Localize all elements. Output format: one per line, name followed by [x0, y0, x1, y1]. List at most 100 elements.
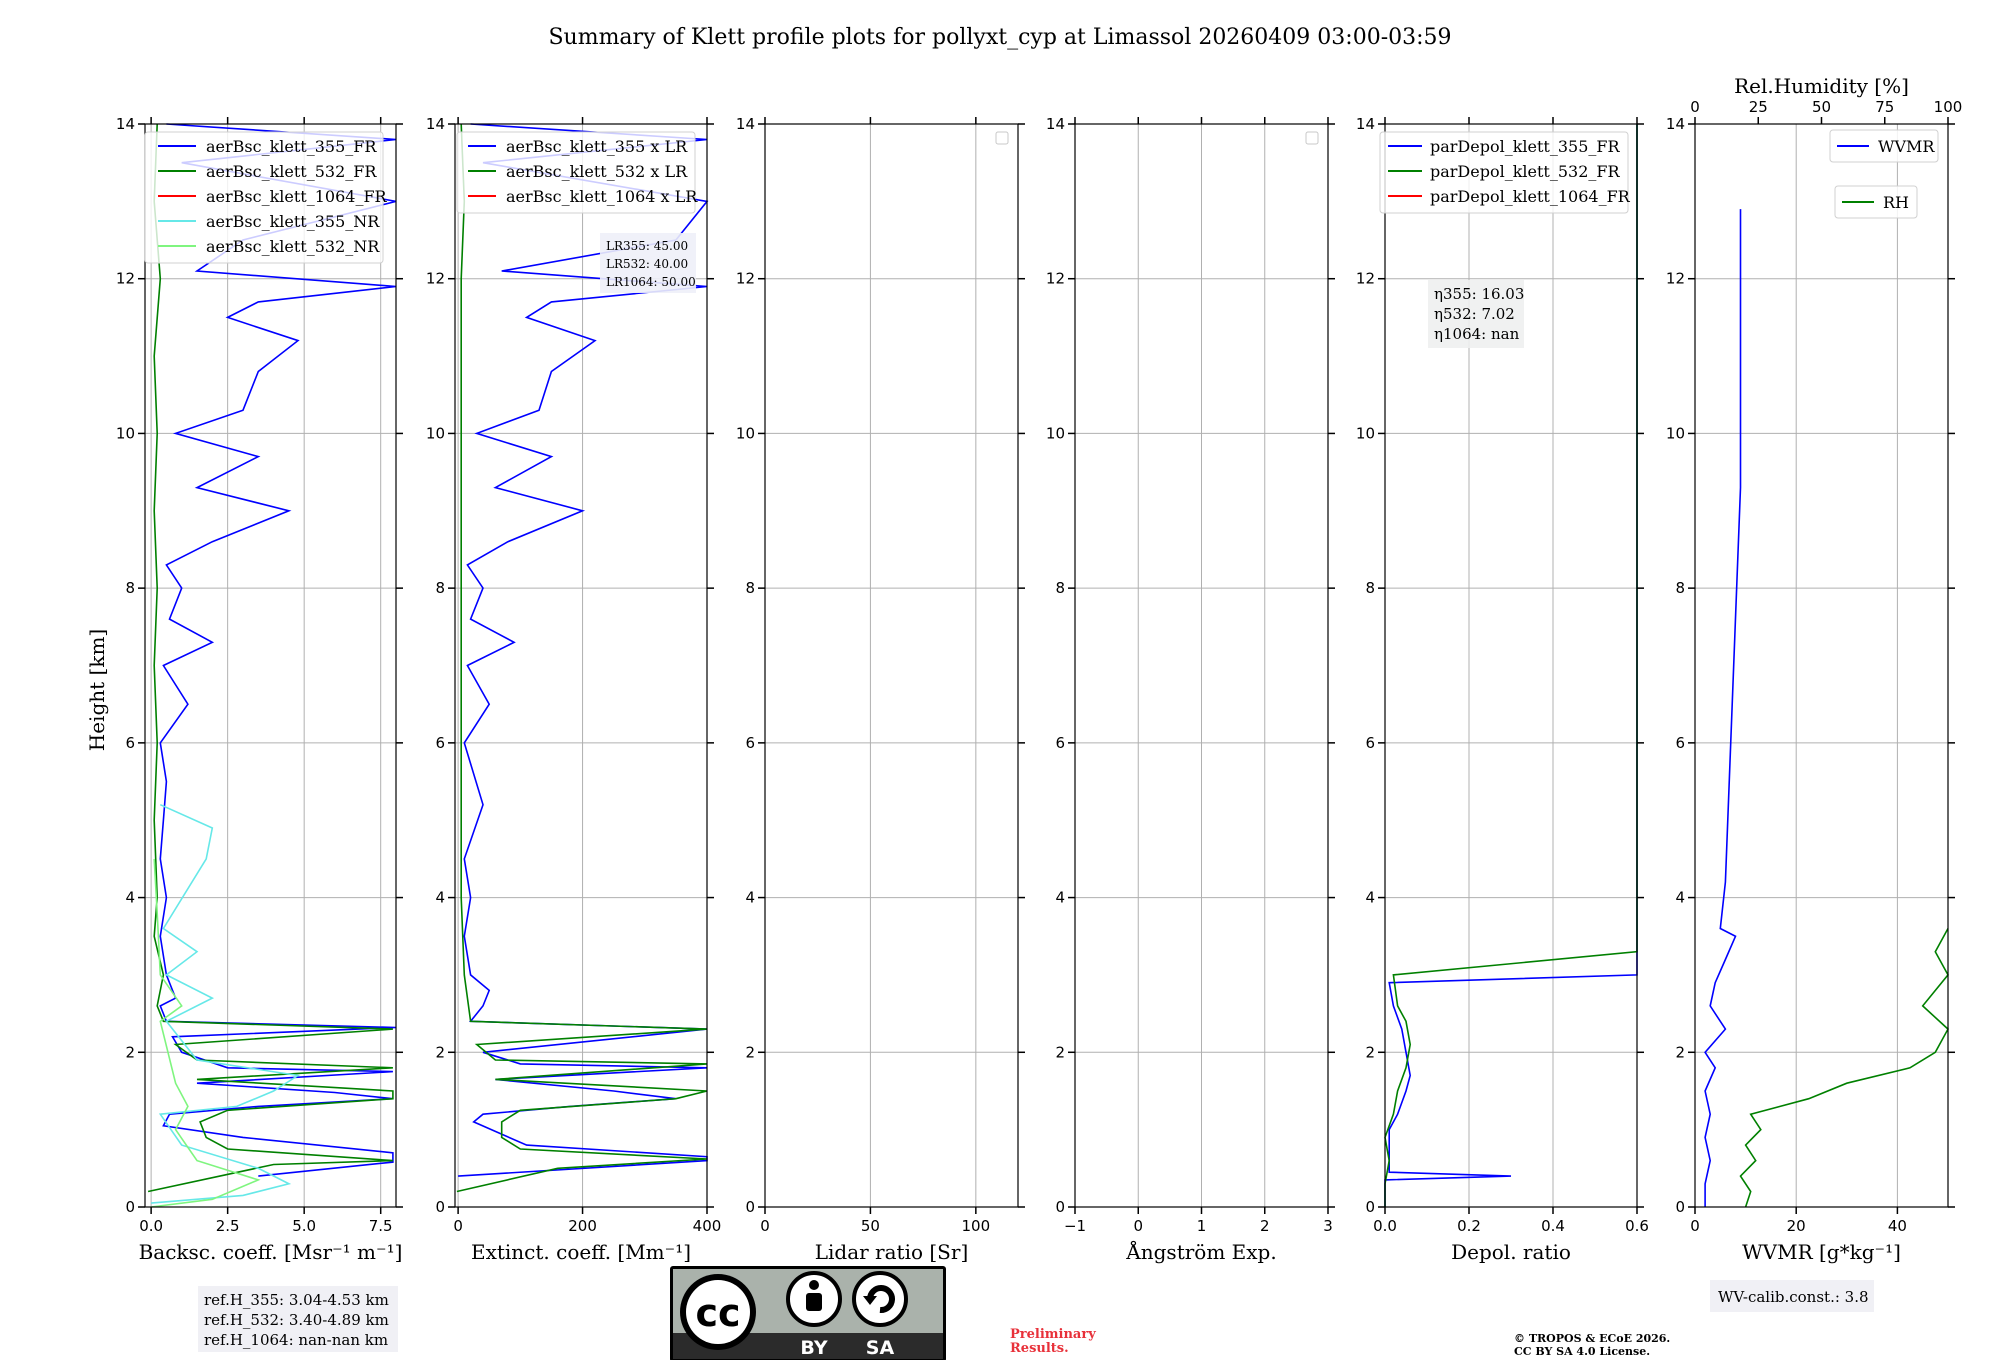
eta-355-value: η355: 16.03 — [1434, 285, 1524, 303]
panel-wvmr: 0 2 4 6 8 10 12 14 0 20 40 WVMR [g*kg⁻¹] 0 25 50 75 10… — [1666, 74, 1962, 1312]
legend-label-532-nr: aerBsc_klett_532_NR — [206, 237, 380, 256]
y-tick-label: 6 — [1055, 734, 1065, 752]
extinction-ticks: 0 2 4 6 8 10 12 14 0 200 400 — [426, 115, 721, 1235]
backscatter-series — [147, 123, 397, 1208]
wvmr-legend: WVMR RH — [1829, 129, 1939, 219]
legend-label-depol-1064: parDepol_klett_1064_FR — [1430, 187, 1631, 206]
backscatter-xlabel: Backsc. coeff. [Msr⁻¹ m⁻¹] — [139, 1240, 403, 1264]
x-tick-label: 200 — [568, 1217, 597, 1235]
series-line-aerbsc-klett-355-fr — [159, 123, 397, 1177]
x-tick-label: 2.5 — [216, 1217, 240, 1235]
y-tick-label: 8 — [745, 579, 755, 597]
x-tick-label: 50 — [861, 1217, 880, 1235]
angstrom-xlabel: Ångström Exp. — [1125, 1239, 1276, 1264]
reference-height-box: ref.H_355: 3.04-4.53 km ref.H_532: 3.40-… — [198, 1286, 398, 1352]
y-tick-label: 14 — [1356, 115, 1375, 133]
y-tick-label: 10 — [116, 424, 135, 442]
lidar-ratio-annotation: LR355: 45.00 LR532: 40.00 LR1064: 50.00 — [600, 233, 696, 293]
y-tick-label: 0 — [745, 1198, 755, 1216]
x-tick-label: −1 — [1064, 1217, 1086, 1235]
panel-depol: 0 2 4 6 8 10 12 14 0.0 0.2 0.4 0.6 Depol. ratio par… — [1356, 115, 1649, 1264]
ref-height-532: ref.H_532: 3.40-4.89 km — [204, 1311, 389, 1329]
copyright-line2: CC BY SA 4.0 License. — [1514, 1345, 1650, 1358]
x2-tick-label: 0 — [1690, 98, 1700, 116]
y-tick-label: 4 — [1675, 889, 1685, 907]
series-line-pardepol-klett-532-fr — [1384, 124, 1638, 1207]
x-tick-label: 0.0 — [1373, 1217, 1397, 1235]
backscatter-legend: aerBsc_klett_355_FR aerBsc_klett_532_FR … — [144, 131, 388, 264]
eta-1064-value: η1064: nan — [1434, 325, 1520, 343]
y-tick-label: 2 — [1055, 1043, 1065, 1061]
x2-tick-label: 75 — [1875, 98, 1894, 116]
x-tick-label: 7.5 — [369, 1217, 393, 1235]
depol-axes-frame — [1384, 123, 1638, 1208]
legend-label-depol-355: parDepol_klett_355_FR — [1430, 137, 1621, 156]
x-tick-label: 400 — [693, 1217, 722, 1235]
legend-label-wvmr: WVMR — [1878, 137, 1935, 156]
legend-label-ext-1064: aerBsc_klett_1064 x LR — [506, 187, 698, 206]
rh-top-xlabel: Rel.Humidity [%] — [1734, 74, 1909, 98]
x-tick-label: 100 — [962, 1217, 991, 1235]
ref-height-1064: ref.H_1064: nan-nan km — [204, 1331, 388, 1349]
y-axis-label: Height [km] — [85, 629, 109, 751]
by-icon-head — [809, 1280, 819, 1290]
panel-lidar-ratio: 0 2 4 6 8 10 12 14 0 50 100 Lidar ratio [Sr] — [736, 115, 1025, 1264]
y-tick-label: 6 — [1675, 734, 1685, 752]
y-tick-label: 14 — [1046, 115, 1065, 133]
cc-logo-letters: cc — [695, 1291, 740, 1335]
y-tick-label: 0 — [435, 1198, 445, 1216]
backscatter-legend-box — [144, 131, 384, 264]
y-tick-label: 12 — [426, 270, 445, 288]
depol-series — [1384, 124, 1638, 1207]
x-tick-label: 2 — [1260, 1217, 1270, 1235]
series-line-aerbsc-klett-355-nr — [151, 803, 301, 1204]
y-tick-label: 0 — [125, 1198, 135, 1216]
y-tick-label: 4 — [1365, 889, 1375, 907]
x-tick-label: 1 — [1197, 1217, 1207, 1235]
series-line-rh — [1739, 928, 1950, 1208]
wvmr-series — [1704, 209, 1950, 1208]
y-tick-label: 12 — [116, 270, 135, 288]
ref-height-355: ref.H_355: 3.04-4.53 km — [204, 1291, 389, 1309]
wvmr-xlabel: WVMR [g*kg⁻¹] — [1742, 1240, 1901, 1264]
y-tick-label: 4 — [125, 889, 135, 907]
y-tick-label: 4 — [1055, 889, 1065, 907]
x-tick-label: 3 — [1323, 1217, 1333, 1235]
x-tick-label: 0 — [1133, 1217, 1143, 1235]
lr-1064-value: LR1064: 50.00 — [606, 275, 696, 289]
sa-icon-arc — [867, 1285, 895, 1314]
x-tick-label: 40 — [1888, 1217, 1907, 1235]
y-tick-label: 6 — [435, 734, 445, 752]
x-tick-label: 0 — [1690, 1217, 1700, 1235]
cc-sa-label: SA — [866, 1337, 895, 1359]
lidar-ratio-axes-frame — [764, 123, 1019, 1208]
depol-xlabel: Depol. ratio — [1451, 1240, 1571, 1264]
y-tick-label: 8 — [125, 579, 135, 597]
series-line-aerbsc-klett-355-x-lr — [458, 123, 709, 1177]
y-tick-label: 14 — [1666, 115, 1685, 133]
wvmr-ticks: 0 2 4 6 8 10 12 14 0 20 40 — [1666, 115, 1955, 1235]
extinction-legend-box — [456, 131, 696, 214]
x-tick-label: 20 — [1787, 1217, 1806, 1235]
depol-legend: parDepol_klett_355_FR parDepol_klett_532… — [1379, 131, 1631, 214]
series-line-aerbsc-klett-532-nr — [151, 858, 261, 1208]
y-tick-label: 6 — [1365, 734, 1375, 752]
legend-label-depol-532: parDepol_klett_532_FR — [1430, 162, 1621, 181]
y-tick-label: 10 — [736, 424, 755, 442]
lidar-ratio-ticks: 0 2 4 6 8 10 12 14 0 50 100 — [736, 115, 1025, 1235]
extinction-legend: aerBsc_klett_355 x LR aerBsc_klett_532 x… — [456, 131, 698, 214]
y-tick-label: 2 — [435, 1043, 445, 1061]
x-tick-label: 0 — [760, 1217, 770, 1235]
x-tick-label: 5.0 — [292, 1217, 316, 1235]
y-tick-label: 14 — [426, 115, 445, 133]
y-tick-label: 10 — [1046, 424, 1065, 442]
sa-icon-arrow — [863, 1296, 877, 1305]
y-tick-label: 2 — [1365, 1043, 1375, 1061]
cc-circle-inner — [686, 1280, 750, 1344]
series-line-wvmr — [1704, 209, 1742, 1207]
eta-532-value: η532: 7.02 — [1434, 305, 1515, 323]
extinction-xlabel: Extinct. coeff. [Mm⁻¹] — [471, 1240, 691, 1264]
